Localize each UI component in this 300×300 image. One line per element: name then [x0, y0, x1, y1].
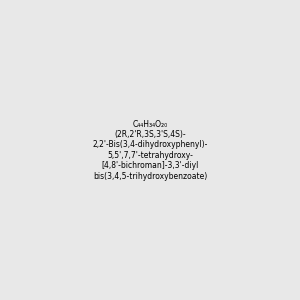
Text: C₄₄H₃₄O₂₀
(2R,2'R,3S,3'S,4S)-
2,2'-Bis(3,4-dihydroxyphenyl)-
5,5',7,7'-tetrahydr: C₄₄H₃₄O₂₀ (2R,2'R,3S,3'S,4S)- 2,2'-Bis(3… [92, 119, 208, 181]
